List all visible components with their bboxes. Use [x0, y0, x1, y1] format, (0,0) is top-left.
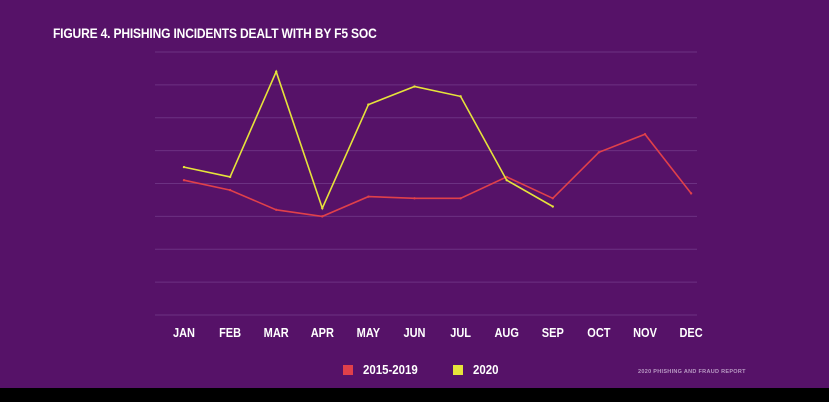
data-point-2020-FEB [228, 175, 232, 179]
legend-swatch-2015-2019 [343, 364, 353, 375]
data-point-2015-2019-JUL [459, 197, 462, 200]
series-lines [182, 69, 693, 218]
data-point-2020-MAY [367, 103, 370, 106]
x-axis-tick-labels: JAN FEB MAR APR MAY JUN JUL AUG SEP OCT NOV DEC [173, 326, 703, 340]
data-point-2020-MAR [275, 70, 278, 73]
series-line-2020 [183, 69, 554, 211]
legend-item-2020: 2020 [453, 362, 502, 377]
data-point-2020-JUN [413, 85, 416, 88]
x-tick-label-mar: MAR [264, 326, 290, 340]
report-footer-note: 2020 PHISHING AND FRAUD REPORT [638, 369, 746, 375]
x-tick-label-jun: JUN [404, 326, 426, 340]
legend-item-2015-2019: 2015-2019 [343, 362, 425, 377]
x-tick-label-apr: APR [311, 326, 335, 340]
legend-swatch-2020 [453, 364, 464, 375]
series-line-2015-2019 [183, 133, 692, 218]
data-point-2015-2019-FEB [228, 188, 232, 192]
figure-title: FIGURE 4. PHISHING INCIDENTS DEALT WITH … [53, 25, 377, 41]
data-point-2015-2019-SEP [551, 197, 554, 200]
gridlines [155, 51, 697, 316]
x-tick-label-may: MAY [357, 326, 381, 340]
slide-background: FIGURE 4. PHISHING INCIDENTS DEALT WITH … [0, 0, 829, 388]
x-tick-label-oct: OCT [587, 326, 611, 340]
data-point-2020-APR [321, 206, 324, 210]
data-point-2015-2019-DEC [689, 192, 693, 195]
data-point-2015-2019-APR [321, 215, 324, 218]
x-tick-label-aug: AUG [494, 326, 518, 340]
data-point-2015-2019-NOV [643, 132, 647, 136]
legend: 2015-2019 2020 [343, 362, 530, 377]
data-point-2015-2019-MAY [367, 195, 370, 198]
data-point-2020-SEP [551, 205, 554, 208]
x-tick-label-sep: SEP [542, 326, 564, 340]
x-tick-label-jul: JUL [450, 326, 471, 340]
data-point-2015-2019-JAN [182, 179, 186, 182]
x-tick-label-feb: FEB [219, 326, 241, 340]
bottom-black-bar [0, 388, 829, 402]
data-point-2015-2019-OCT [597, 151, 601, 154]
data-point-2015-2019-JUN [413, 197, 416, 200]
line-chart: JAN FEB MAR APR MAY JUN JUL AUG SEP OCT NOV DEC [155, 51, 703, 340]
legend-label-2020: 2020 [473, 362, 499, 377]
data-point-2020-JAN [182, 165, 186, 169]
data-point-2020-JUL [459, 95, 462, 98]
x-tick-label-jan: JAN [173, 326, 195, 340]
data-point-2020-AUG [505, 179, 508, 182]
x-tick-label-nov: NOV [633, 326, 657, 340]
x-tick-label-dec: DEC [679, 326, 703, 340]
legend-label-2015-2019: 2015-2019 [363, 362, 418, 377]
data-point-2015-2019-MAR [275, 208, 278, 211]
